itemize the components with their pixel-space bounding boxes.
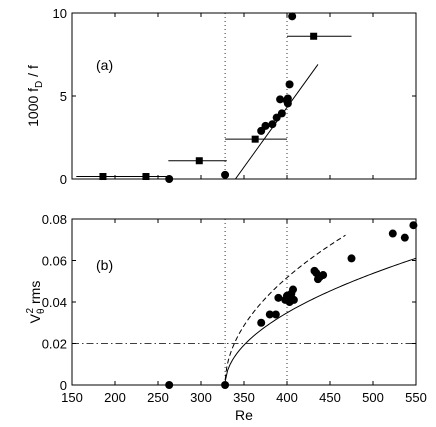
data-point-circle (257, 318, 266, 327)
panel-b-xlabel: Re (235, 407, 253, 423)
panel-b-fit-curves (224, 234, 417, 382)
panel-b: 150 200 250 300 350 400 450 500 550 0 0.02 0.04 0.06… (25, 212, 427, 423)
data-point-circle (285, 80, 294, 89)
data-point-circle (283, 94, 292, 103)
panel-b-ylabel-sub: θ (36, 308, 47, 314)
y-tick-label: 0.06 (42, 254, 67, 269)
data-point-circle (388, 229, 397, 238)
x-tick-label: 350 (233, 390, 255, 405)
data-point-circle (165, 175, 174, 183)
panel-a-ticks: 0 5 10 (53, 6, 417, 187)
panel-a-error-bars (76, 35, 352, 178)
data-point-circle (319, 271, 328, 280)
y-tick-label: 0 (60, 172, 67, 187)
panel-a-frame (71, 12, 417, 180)
panel-a-ylabel-sub: D (34, 81, 45, 88)
data-point-circle (409, 221, 418, 230)
data-point-circle (274, 293, 283, 302)
panel-b-ylabel-rms: rms (27, 281, 43, 308)
x-tick-label: 500 (362, 390, 384, 405)
fit-line (169, 64, 319, 180)
x-tick-label: 200 (104, 390, 126, 405)
data-point-circle (276, 95, 285, 104)
data-point-circle (289, 285, 298, 294)
data-point-circle (288, 12, 297, 21)
data-point-circle (221, 170, 230, 179)
panel-b-ylabel-sup: 2 (25, 307, 36, 313)
x-tick-label: 150 (61, 390, 83, 405)
fit-curve-solid (224, 257, 417, 382)
data-point-circle (277, 109, 286, 118)
panel-a: 0 5 10 (a) 1000 fD / f (25, 6, 417, 187)
panel-a-ylabel-suffix: / f (25, 65, 41, 81)
panel-a-reference-lines (224, 13, 288, 179)
data-point-circle (261, 121, 270, 130)
panel-b-frame (71, 218, 417, 386)
y-tick-label: 0.08 (42, 212, 67, 227)
y-tick-label: 0 (60, 378, 67, 393)
data-point-circle (268, 120, 277, 129)
x-tick-label: 450 (319, 390, 341, 405)
panel-a-label: (a) (96, 57, 113, 73)
panel-a-ylabel: 1000 fD / f (25, 65, 45, 127)
panel-a-points (99, 12, 318, 183)
data-point-circle (221, 381, 230, 389)
panel-b-label: (b) (96, 257, 113, 273)
panel-b-ylabel-v: V (27, 313, 43, 323)
data-point-circle (289, 295, 298, 304)
panel-a-ylabel-prefix: 1000 f (25, 88, 41, 127)
y-tick-label: 5 (60, 89, 67, 104)
data-point-square (310, 32, 318, 40)
data-point-square (142, 173, 150, 181)
data-point-square (99, 173, 107, 181)
x-tick-label: 400 (276, 390, 298, 405)
data-point-circle (165, 381, 174, 389)
panel-b-reference-lines (72, 219, 416, 385)
y-tick-label: 0.04 (42, 295, 67, 310)
x-tick-label: 550 (405, 390, 427, 405)
panel-b-ylabel: Vθ2 rms (25, 281, 47, 324)
data-point-circle (271, 310, 280, 319)
data-point-square (195, 157, 203, 165)
x-tick-label: 300 (190, 390, 212, 405)
data-point-circle (400, 233, 409, 242)
data-point-circle (347, 254, 356, 263)
x-tick-label: 250 (147, 390, 169, 405)
y-tick-label: 0.02 (42, 337, 67, 352)
fit-curve-dashed (224, 234, 346, 380)
data-point-square (251, 135, 259, 143)
data-point-circle (265, 310, 274, 319)
panel-b-ticks: 150 200 250 300 350 400 450 500 550 0 0.02 0.04 0.06… (42, 212, 427, 405)
y-tick-label: 10 (53, 6, 67, 21)
panel-b-points (165, 221, 418, 389)
panel-a-fit-lines (169, 64, 319, 180)
